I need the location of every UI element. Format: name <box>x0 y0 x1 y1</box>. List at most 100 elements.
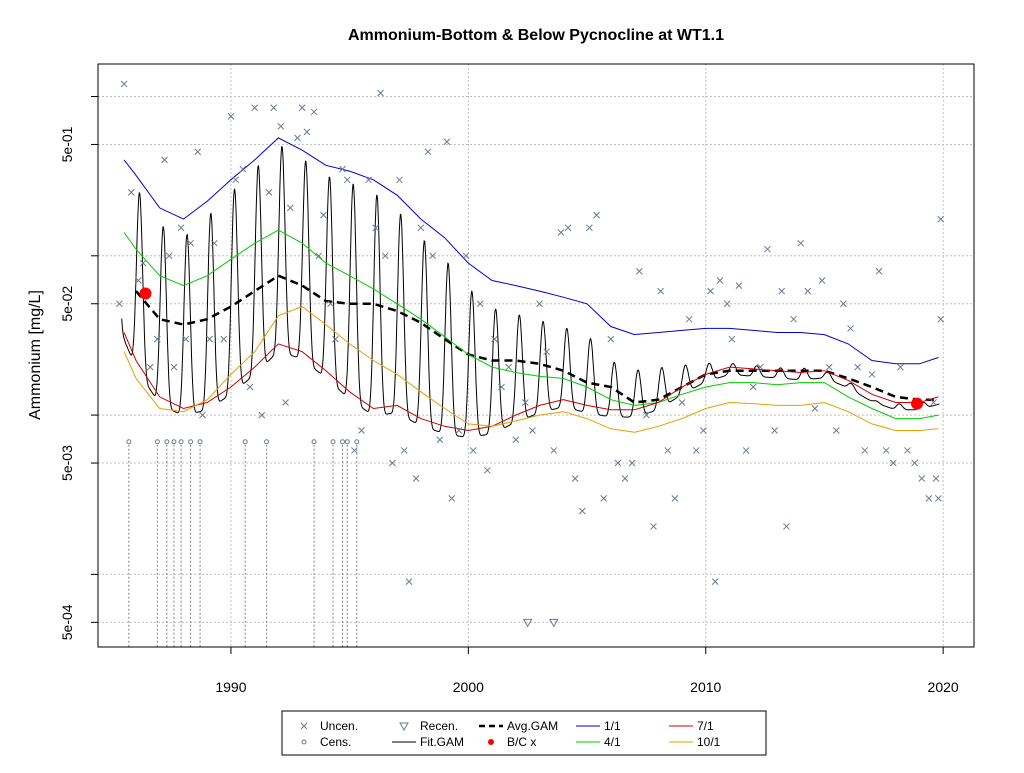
legend-item-41: 4/1 <box>576 735 621 749</box>
uncensored-point <box>586 224 593 232</box>
uncensored-point <box>469 447 477 454</box>
x-tick-label: 2010 <box>690 679 721 695</box>
x-tick-label: 1990 <box>215 679 246 695</box>
uncensored-point <box>116 300 123 308</box>
uncensored-point <box>429 252 437 260</box>
uncensored-point <box>483 466 491 474</box>
legend-label: Uncen. <box>320 719 358 733</box>
uncensored-point <box>377 89 384 97</box>
x-tick-label: 2000 <box>453 679 484 695</box>
uncensored-point <box>491 335 498 343</box>
uncensored-point <box>127 189 135 196</box>
uncensored-point <box>512 436 520 444</box>
uncensored-point <box>476 300 484 308</box>
y-tick-label: 5e-02 <box>59 286 75 322</box>
uncensored-point <box>462 252 470 260</box>
uncensored-point <box>282 399 289 406</box>
uncensored-point <box>797 239 805 247</box>
uncensored-point <box>657 287 664 295</box>
uncensored-point <box>614 459 622 467</box>
uncensored-point <box>448 495 456 502</box>
legend-item-uncen: Uncen. <box>300 719 358 733</box>
uncensored-point <box>165 252 173 260</box>
legend-item-bcx: B/C x <box>488 735 536 749</box>
legend-label: Cens. <box>320 735 351 749</box>
series-line-71 <box>123 332 939 432</box>
legend-item-11: 1/1 <box>576 719 621 733</box>
uncensored-point <box>911 459 919 467</box>
legend-label: 7/1 <box>697 719 714 733</box>
uncensored-point <box>700 427 707 434</box>
uncensored-point <box>889 459 897 467</box>
uncensored-point <box>818 277 826 284</box>
uncensored-point <box>332 335 339 343</box>
uncensored-point <box>930 399 937 406</box>
legend-label: Recen. <box>420 719 458 733</box>
uncensored-point <box>678 399 686 406</box>
legend-label: 1/1 <box>604 719 621 733</box>
gridlines <box>98 64 974 647</box>
uncensored-point <box>650 523 657 530</box>
y-tick-label: 5e-01 <box>59 126 75 162</box>
bc-point <box>139 287 152 300</box>
uncensored-point <box>372 224 380 232</box>
y-axis-label: Ammonium [mg/L] <box>27 290 44 420</box>
uncensored-point <box>723 300 731 308</box>
uncensored-point <box>343 176 351 184</box>
uncensored-point <box>925 495 933 502</box>
uncensored-point <box>897 363 904 371</box>
uncensored-point <box>246 383 254 391</box>
uncensored-point <box>600 495 608 502</box>
bc-point <box>911 397 924 410</box>
legend-symbol <box>399 722 409 732</box>
uncensored-point <box>270 104 278 112</box>
uncensored-point <box>498 383 505 391</box>
uncensored-point <box>564 224 572 232</box>
uncensored-point <box>557 229 565 236</box>
uncensored-point <box>742 447 750 454</box>
uncensored-point <box>239 165 247 173</box>
censored-point <box>340 439 346 445</box>
uncensored-point <box>521 399 529 406</box>
uncensored-point <box>389 459 396 467</box>
legend-box <box>281 710 767 756</box>
uncensored-point <box>443 138 451 146</box>
uncensored-point <box>351 447 358 454</box>
uncensored-point <box>628 459 636 467</box>
uncensored-point <box>664 447 672 454</box>
uncensored-point <box>571 475 579 482</box>
uncensored-point <box>918 475 926 482</box>
censored-drop-lines <box>128 444 358 647</box>
uncensored-point <box>170 363 178 371</box>
uncensored-point <box>854 363 862 371</box>
uncensored-point <box>692 447 700 454</box>
uncensored-point <box>358 427 365 434</box>
uncensored-point <box>146 363 154 371</box>
censored-point <box>154 439 160 445</box>
series-line-avggam <box>135 274 939 404</box>
censored-point <box>330 439 336 445</box>
uncensored-point <box>868 371 876 378</box>
uncensored-point <box>315 252 323 260</box>
uncensored-point <box>749 383 757 391</box>
censored-point <box>197 439 203 445</box>
uncensored-point <box>400 447 408 454</box>
uncensored-point <box>258 411 266 419</box>
legend-label: B/C x <box>507 735 536 749</box>
uncensored-point <box>804 287 812 295</box>
censored-point <box>171 439 177 445</box>
uncensored-point <box>135 277 142 284</box>
points-layer <box>116 80 945 628</box>
uncensored-point <box>286 204 294 212</box>
uncensored-point <box>593 211 600 219</box>
uncensored-point <box>711 578 719 586</box>
uncensored-point <box>365 176 372 184</box>
uncensored-point <box>139 259 147 267</box>
uncensored-point <box>120 80 128 88</box>
uncensored-point <box>194 148 202 156</box>
x-axis: 1990 2000 2010 2020 <box>215 647 959 695</box>
chart-title: Ammonium-Bottom & Below Pycnocline at WT… <box>348 27 724 44</box>
censored-point <box>242 439 248 445</box>
uncensored-point <box>436 436 444 444</box>
legend-label: Avg.GAM <box>507 719 558 733</box>
